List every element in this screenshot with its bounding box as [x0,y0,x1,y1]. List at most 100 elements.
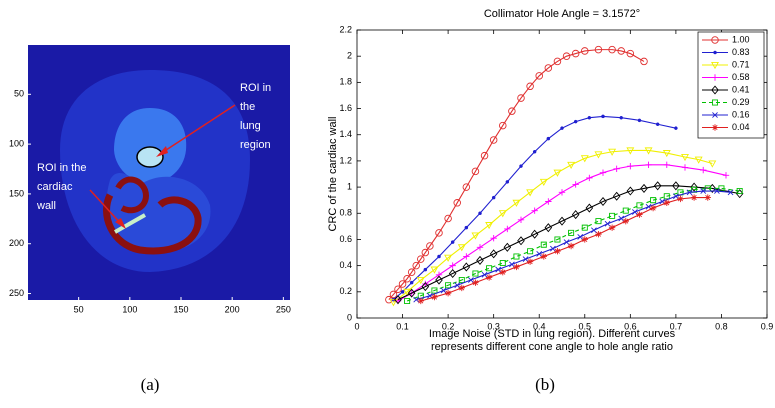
data-point [608,45,616,54]
data-point [681,164,689,171]
data-point [430,266,439,274]
legend-label: 0.29 [732,97,750,107]
annotation: the [240,101,255,113]
data-point [444,214,452,223]
y-tick-label: 1.8 [339,77,352,87]
data-point [440,287,447,294]
data-point [416,277,425,285]
data-point [394,295,402,305]
legend-marker [711,85,719,95]
data-point [586,174,593,182]
data-point [499,260,506,267]
data-point [449,262,456,269]
data-point [567,161,576,169]
data-point [572,181,579,188]
data-point [517,94,525,102]
data-point [437,254,441,259]
x-tick-label: 0.5 [579,321,592,331]
data-point [553,169,562,177]
data-point [394,285,402,293]
x-tick-label: 0.2 [442,321,455,331]
y-tick-label: 0 [347,312,352,322]
data-point [486,265,493,272]
data-point [480,152,489,160]
data-point [677,195,684,203]
data-point [490,234,497,242]
legend-box [697,31,765,139]
data-point [526,189,535,197]
arrow [159,104,236,155]
data-point [426,242,434,250]
data-point [481,271,488,278]
data-point [498,210,507,218]
data-point [626,186,635,196]
data-point [448,268,457,279]
data-point [690,194,698,201]
data-point [581,236,588,243]
data-point [412,261,420,270]
data-point [540,241,547,248]
data-point [674,126,678,130]
annotation: region [240,139,271,151]
data-point [672,181,680,191]
data-point [417,255,425,263]
x-tick-label: 200 [225,304,240,314]
legend-label: 0.41 [732,84,750,94]
data-point [505,180,510,184]
legend-label: 1.00 [732,34,750,44]
data-point [544,64,553,72]
data-point [727,189,734,196]
data-point [663,199,670,206]
x-axis-label: Image Noise (STD in lung region). Differ… [429,328,676,340]
data-point [567,242,575,250]
y-tick-label: 1.4 [339,129,352,139]
data-point [655,122,660,126]
y-tick-label: 150 [9,188,24,198]
data-point [389,290,398,299]
data-point [519,164,523,168]
data-point [409,280,414,285]
data-point [499,121,507,130]
x-tick-label: 250 [276,304,291,314]
phantom-image [28,45,290,300]
data-point [527,248,534,255]
series-line [420,197,708,302]
data-point [736,188,743,195]
arrow [89,189,124,227]
data-point [526,82,534,90]
data-point [686,189,693,196]
x-axis-label: represents different cone angle to hole … [431,341,673,353]
data-point [435,271,443,278]
data-point [662,150,671,158]
legend-marker [711,99,719,106]
legend-marker [713,50,717,55]
x-tick-label: 0.8 [715,321,728,331]
data-point [544,223,553,233]
data-point [509,261,515,268]
y-tick-label: 1 [347,181,352,191]
data-point [539,178,548,186]
data-point [472,279,479,286]
data-point [508,107,516,115]
y-tick-label: 2.2 [339,24,352,34]
data-point [417,292,424,299]
data-point [581,47,589,55]
data-point [471,167,480,176]
series-line [388,49,645,301]
data-point [622,207,629,214]
x-tick-label: 0.1 [396,321,409,331]
data-point [722,172,730,179]
series-line [406,187,740,302]
data-point [580,155,589,163]
data-point [485,274,493,281]
data-point [640,183,648,193]
heart-region [106,173,211,254]
y-tick-label: 1.6 [339,103,352,113]
data-point [517,216,525,224]
data-point [491,195,496,200]
data-point [714,188,720,194]
y-tick-label: 250 [9,288,24,298]
data-point [545,198,552,205]
data-point [463,253,470,260]
data-point [577,233,584,240]
